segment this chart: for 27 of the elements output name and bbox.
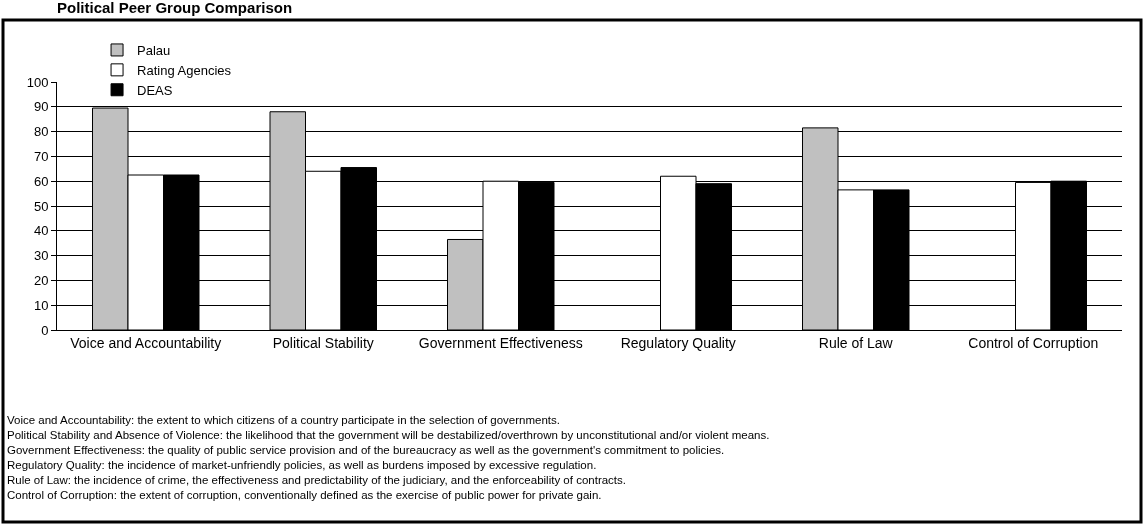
text: Control of Corruption: the extent of corruption, conventionally defined as the exercise of public power for private gain.	[7, 489, 602, 501]
y-tick-label: 30	[33, 248, 49, 264]
y-tick-label: 0	[41, 322, 49, 338]
x-tick-label: Rule of Law	[818, 334, 894, 351]
chart-title: Political Peer Group Comparison	[57, 0, 293, 16]
text: Regulatory Quality: the incidence of market-unfriendly policies, as well as burdens imposed by excessive regulation.	[7, 459, 597, 471]
y-tick-label: 90	[33, 99, 49, 115]
y-tick-label: 10	[33, 297, 49, 313]
x-tick-label: Control of Corruption	[968, 334, 1099, 351]
x-tick-label: Political Stability	[272, 334, 374, 351]
y-tick-label: 80	[33, 124, 49, 140]
text: Rule of Law: the incidence of crime, the effectiveness and predictability of the judiciary, and the enforceability of contracts.	[7, 474, 626, 486]
text: Voice and Accountability: the extent to which citizens of a country participate in the selection of governments.	[7, 414, 560, 426]
y-tick-label: 70	[33, 148, 49, 164]
legend-label: Palau	[137, 43, 171, 59]
y-tick-label: 20	[33, 272, 49, 288]
x-tick-label: Voice and Accountability	[70, 334, 222, 351]
y-tick-label: 40	[33, 223, 49, 239]
legend-label: Rating Agencies	[137, 62, 232, 78]
y-tick-label: 50	[33, 198, 49, 214]
legend-label: DEAS	[137, 82, 173, 98]
x-tick-label: Regulatory Quality	[620, 334, 736, 351]
text: Political Stability and Absence of Violence: the likelihood that the government will be destabilized/overthrown by unconstitutional and/or violent means.	[7, 429, 770, 441]
x-tick-label: Government Effectiveness	[418, 334, 583, 351]
y-tick-label: 60	[33, 173, 49, 189]
y-tick-label: 100	[26, 74, 49, 90]
text: Government Effectiveness: the quality of public service provision and of the bureaucracy as well as the government's commitment to policies.	[7, 444, 725, 456]
